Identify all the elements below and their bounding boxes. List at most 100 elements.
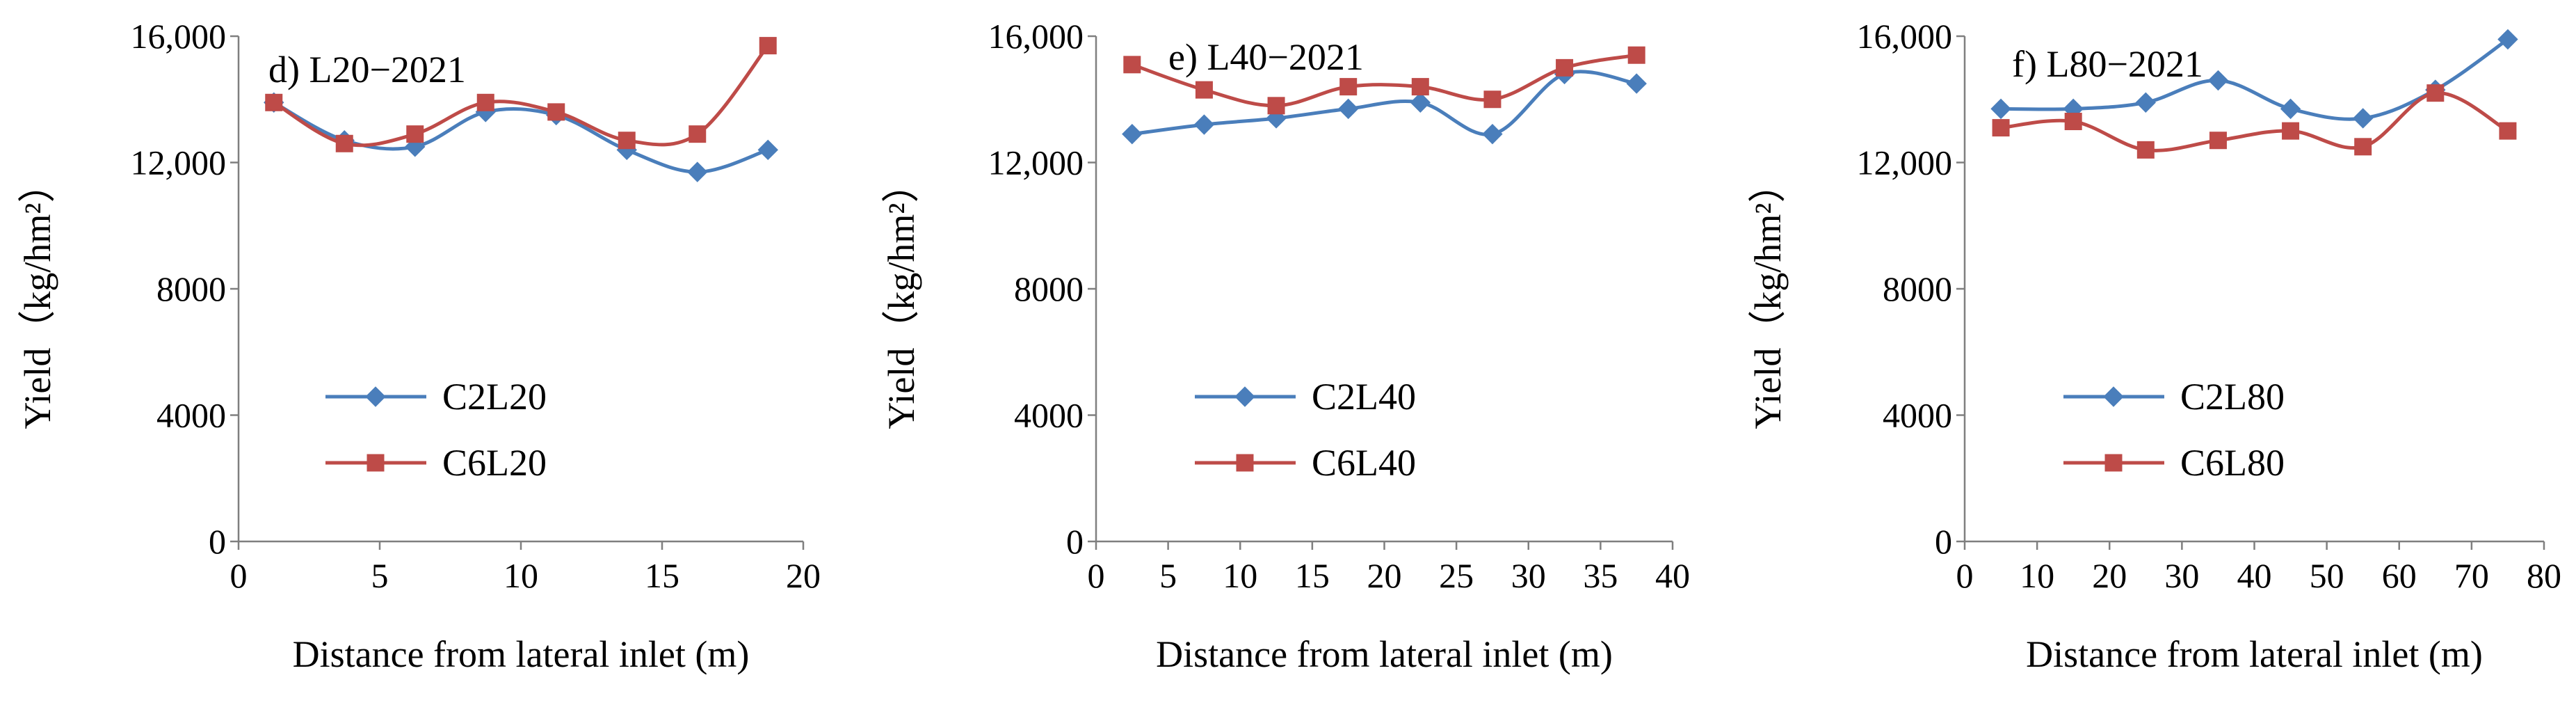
chart-panel-3: 0 4000 8000 12,000 16,000 0 10 20 30 40 50 60 70 80 Di… (1747, 17, 2561, 675)
x-tick-label: 30 (1511, 556, 1546, 595)
x-tick-label: 20 (786, 556, 821, 595)
x-tick-label: 15 (645, 556, 679, 595)
data-point-marker (1410, 92, 1431, 113)
x-tick-label: 15 (1295, 556, 1330, 595)
data-point-marker (2209, 132, 2227, 150)
y-tick-label: 4000 (1014, 396, 1084, 435)
data-point-marker (1626, 73, 1647, 94)
y-tick-label: 8000 (1014, 269, 1084, 308)
data-point-marker (1556, 58, 1574, 77)
data-point-marker (618, 132, 636, 150)
data-point-marker (1990, 98, 2011, 120)
legend-label: C6L20 (442, 442, 547, 484)
x-axis-title: Distance from lateral inlet (m) (1156, 633, 1613, 675)
data-point-marker (1339, 78, 1358, 96)
panel-title: f) L80−2021 (2012, 43, 2203, 85)
legend-entry: C6L20 (325, 442, 547, 484)
legend-entry: C2L40 (1195, 376, 1416, 418)
data-point-marker (757, 139, 778, 161)
data-point-marker (1482, 123, 1503, 145)
y-tick-label: 0 (1935, 522, 1952, 561)
chart-panel-1: 0 4000 8000 12,000 16,000 0 5 10 15 20 Distance fr… (17, 17, 821, 675)
data-point-marker (1992, 119, 2010, 137)
x-tick-label: 5 (1159, 556, 1177, 595)
legend: C2L40 C6L40 (1195, 376, 1416, 484)
data-point-marker (547, 103, 565, 121)
x-tick-label: 35 (1583, 556, 1618, 595)
x-tick-label: 50 (2310, 556, 2344, 595)
x-axis-title: Distance from lateral inlet (m) (2026, 633, 2483, 675)
data-point-marker (2282, 122, 2300, 140)
data-point-marker (2497, 29, 2518, 50)
x-tick-label: 10 (2020, 556, 2054, 595)
x-tick-label: 25 (1439, 556, 1474, 595)
x-tick-label: 0 (1956, 556, 1974, 595)
data-point-marker (1123, 56, 1141, 74)
legend-label: C6L80 (2180, 442, 2285, 484)
y-axis-title: Yield（kg/hm²） (17, 165, 58, 429)
data-point-marker (2426, 84, 2445, 102)
data-point-marker (2499, 122, 2517, 140)
y-tick-label: 16,000 (988, 17, 1084, 56)
data-point-marker (367, 454, 385, 472)
x-tick-label: 30 (2164, 556, 2199, 595)
data-point-marker (476, 93, 494, 111)
x-tick-label: 40 (1655, 556, 1690, 595)
legend-entry: C6L40 (1195, 442, 1416, 484)
data-point-marker (1236, 454, 1254, 472)
data-point-marker (1234, 386, 1255, 407)
x-tick-label: 20 (1367, 556, 1402, 595)
data-point-marker (689, 125, 707, 143)
y-tick-label: 16,000 (1857, 17, 1953, 56)
x-axis-title: Distance from lateral inlet (m) (293, 633, 750, 675)
data-point-marker (1122, 123, 1143, 145)
data-point-marker (2104, 454, 2123, 472)
data-point-marker (2352, 108, 2374, 129)
y-tick-label: 4000 (156, 396, 226, 435)
data-point-marker (2064, 113, 2082, 131)
y-axis-title: Yield（kg/hm²） (1747, 165, 1789, 429)
data-point-marker (2135, 92, 2157, 113)
data-point-marker (265, 93, 283, 111)
data-point-marker (1411, 78, 1429, 96)
panel-title: d) L20−2021 (268, 49, 466, 90)
data-point-marker (759, 37, 777, 55)
data-point-marker (406, 125, 424, 143)
y-tick-label: 0 (1066, 522, 1084, 561)
data-point-marker (687, 161, 708, 182)
series-C6L80 (1992, 84, 2517, 159)
legend-label: C2L20 (442, 376, 547, 418)
data-point-marker (1193, 114, 1215, 135)
legend: C2L80 C6L80 (2063, 376, 2285, 484)
data-point-marker (1337, 98, 1359, 120)
data-point-marker (1195, 81, 1213, 99)
legend: C2L20 C6L20 (325, 376, 547, 484)
data-point-marker (1267, 97, 1285, 115)
x-tick-label: 0 (1088, 556, 1105, 595)
data-point-marker (2354, 138, 2372, 156)
x-tick-label: 5 (371, 556, 389, 595)
data-point-marker (2103, 386, 2124, 407)
legend-entry: C2L80 (2063, 376, 2285, 418)
data-point-marker (2280, 98, 2301, 120)
y-tick-label: 12,000 (131, 143, 227, 182)
y-tick-label: 8000 (156, 269, 226, 308)
data-point-marker (2136, 141, 2155, 159)
legend-label: C6L40 (1312, 442, 1416, 484)
data-point-marker (365, 386, 386, 407)
data-point-marker (335, 134, 353, 152)
x-tick-label: 70 (2454, 556, 2489, 595)
x-tick-label: 20 (2092, 556, 2127, 595)
x-tick-label: 60 (2382, 556, 2417, 595)
legend-entry: C6L80 (2063, 442, 2285, 484)
y-tick-label: 12,000 (1857, 143, 1953, 182)
y-tick-label: 16,000 (131, 17, 227, 56)
chart-panel-2: 0 4000 8000 12,000 16,000 0 5 10 15 20 25 30 35 40 Dis… (880, 17, 1690, 675)
x-tick-label: 10 (504, 556, 538, 595)
legend-entry: C2L20 (325, 376, 547, 418)
x-tick-label: 80 (2527, 556, 2561, 595)
y-tick-label: 12,000 (988, 143, 1084, 182)
y-tick-label: 8000 (1883, 269, 1952, 308)
series-C6L40 (1123, 46, 1645, 115)
